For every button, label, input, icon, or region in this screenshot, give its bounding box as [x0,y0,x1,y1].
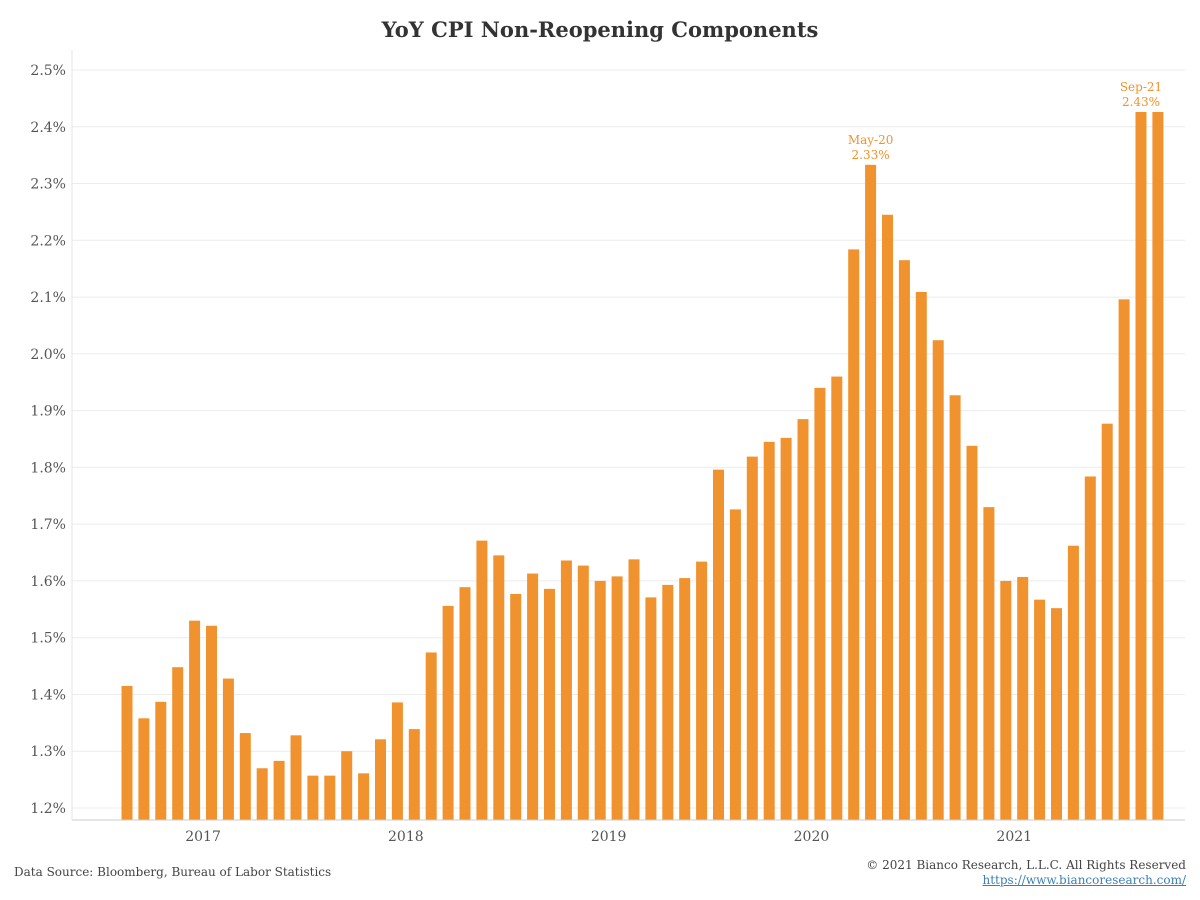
y-tick-label: 2.4% [30,120,66,136]
bar [476,540,488,820]
bar [121,685,133,820]
annotation-value: 2.43% [1122,95,1160,109]
bar [239,733,251,820]
bar [1118,299,1130,821]
bar [307,775,319,820]
y-tick-label: 1.9% [30,404,66,420]
bar [797,419,809,820]
bar [594,580,606,820]
bar [222,678,234,820]
y-tick-label: 2.2% [30,233,66,249]
bar [510,593,522,820]
bar [189,620,201,820]
bar [273,760,285,820]
bar [983,507,995,820]
y-tick-label: 1.3% [30,744,66,760]
bar [1051,608,1062,820]
bar [560,560,572,820]
bar [425,652,437,820]
bar [324,775,336,820]
y-tick-label: 1.8% [30,460,66,476]
bar [1084,476,1096,820]
bar [662,584,674,820]
bar [527,573,539,820]
bar [358,773,370,820]
x-axis: 2017 2018 2019 2020 2021 [71,50,1185,845]
bar [949,395,961,820]
bar [577,565,589,820]
bar [679,578,691,820]
bar [172,667,184,820]
y-tick-label: 1.7% [30,517,66,533]
bar [459,587,471,820]
bar [290,735,302,820]
x-tick-label: 2018 [388,829,424,845]
y-axis: 1.2% 1.3% 1.4% 1.5% 1.6% 1.7% 1.8% 1.9% 2.0% 2.1%… [30,63,66,817]
bar [1017,576,1029,820]
x-tick-label: 2019 [591,829,627,845]
bar [1067,545,1079,820]
y-tick-label: 2.5% [30,63,66,79]
copyright-block: © 2021 Bianco Research, L.L.C. All Right… [866,858,1186,888]
bar [780,437,792,820]
y-tick-label: 1.6% [30,574,66,590]
data-source-note: Data Source: Bloomberg, Bureau of Labor … [14,865,332,879]
bar [206,625,217,820]
annotation-date: May-20 [848,133,894,147]
bar [814,387,826,820]
x-tick-label: 2017 [185,829,221,845]
y-tick-label: 2.0% [30,347,66,363]
y-tick-label: 1.4% [30,687,66,703]
x-tick-label: 2020 [794,829,830,845]
y-tick-label: 1.2% [30,801,66,817]
bar [1152,112,1164,821]
bars [121,112,1164,821]
bar [898,260,910,821]
bar [915,291,927,821]
bar [713,469,724,820]
y-tick-label: 1.5% [30,631,66,647]
bar [611,576,623,820]
bar [882,214,893,820]
x-tick-label: 2021 [996,829,1032,845]
bar [1034,599,1046,820]
annotations: May-202.33% Sep-212.43% [848,80,1162,162]
copyright-text: © 2021 Bianco Research, L.L.C. All Right… [866,858,1186,872]
bar [155,701,167,820]
y-tick-label: 2.3% [30,177,66,193]
bar [966,445,978,820]
bar [1135,112,1147,821]
bar [628,559,640,820]
bar [493,555,505,820]
bar [763,441,775,820]
bar [408,729,420,820]
bar [831,376,843,820]
bar [1000,580,1012,820]
bar [645,597,657,820]
bar [544,588,555,820]
bar [341,751,353,820]
annotation-date: Sep-21 [1120,80,1162,94]
annotation-value: 2.33% [852,148,890,162]
bar [848,249,860,821]
bar [1101,423,1113,820]
bar [442,605,454,820]
bar [256,768,268,820]
bar [729,509,741,820]
y-tick-label: 2.1% [30,290,66,306]
bar [391,702,403,820]
website-link[interactable]: https://www.biancoresearch.com/ [982,873,1186,887]
bar [932,340,944,820]
bar [696,561,708,820]
chart-title: YoY CPI Non-Reopening Components [381,17,819,42]
bar [746,456,758,820]
bar [865,164,877,820]
bar [138,718,150,820]
bar [375,739,386,820]
